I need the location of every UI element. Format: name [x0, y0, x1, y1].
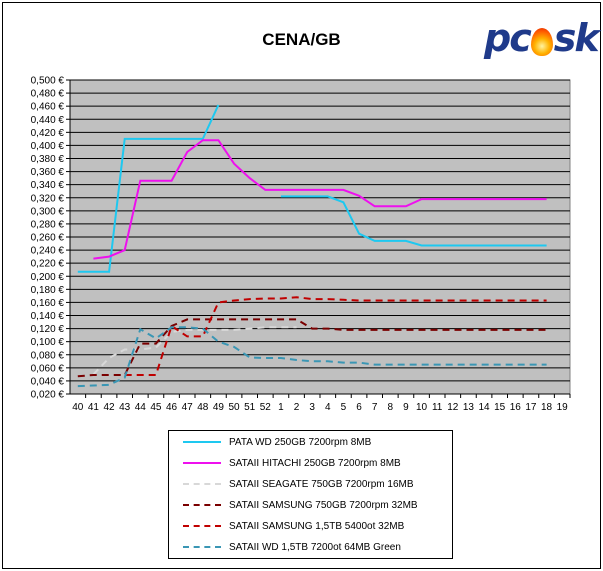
- series-line-2: [93, 139, 547, 260]
- x-tick-label: 11: [432, 402, 443, 413]
- x-tick-label: 15: [494, 402, 506, 413]
- x-tick-label: 5: [341, 402, 347, 413]
- x-tick-label: 18: [541, 402, 553, 413]
- x-tick-label: 40: [72, 402, 84, 413]
- x-tick-label: 1: [278, 402, 284, 413]
- legend-swatch: [183, 525, 221, 527]
- x-tick-label: 2: [294, 402, 300, 413]
- legend-swatch: [183, 441, 221, 443]
- y-tick-label: 0,160 €: [31, 298, 65, 309]
- x-tick-label: 44: [135, 402, 147, 413]
- legend-swatch: [183, 504, 221, 506]
- x-tick-label: 50: [229, 402, 241, 413]
- y-tick-label: 0,420 €: [31, 128, 65, 139]
- y-tick-label: 0,340 €: [31, 180, 65, 191]
- x-tick-label: 3: [309, 402, 315, 413]
- y-tick-label: 0,300 €: [31, 206, 65, 217]
- series-line-0: [77, 104, 220, 273]
- series-line-3: [92, 326, 297, 376]
- x-tick-label: 49: [213, 402, 225, 413]
- series-line-1: [280, 195, 547, 247]
- y-tick-label: 0,360 €: [31, 167, 65, 178]
- legend-swatch: [183, 546, 221, 548]
- chart-legend: PATA WD 250GB 7200rpm 8MB SATAII HITACHI …: [168, 430, 453, 559]
- logo-text-left: pc: [484, 16, 532, 60]
- x-tick-label: 48: [197, 402, 209, 413]
- x-tick-label: 4: [325, 402, 331, 413]
- pcask-logo: pc sk: [484, 16, 600, 60]
- y-tick-label: 0,380 €: [31, 154, 65, 165]
- legend-label: SATAII SAMSUNG 1,5TB 5400ot 32MB: [229, 520, 405, 532]
- x-tick-label: 43: [119, 402, 131, 413]
- legend-swatch: [183, 462, 221, 464]
- x-tick-label: 12: [447, 402, 459, 413]
- x-tick-label: 51: [244, 402, 256, 413]
- x-tick-label: 6: [356, 402, 362, 413]
- y-tick-label: 0,280 €: [31, 219, 65, 230]
- legend-entry: SATAII HITACHI 250GB 7200rpm 8MB: [169, 454, 401, 472]
- y-tick-label: 0,440 €: [31, 115, 65, 126]
- y-tick-label: 0,260 €: [31, 233, 65, 244]
- y-tick-label: 0,500 €: [31, 76, 65, 87]
- y-tick-label: 0,180 €: [31, 285, 65, 296]
- legend-entry: SATAII SAMSUNG 1,5TB 5400ot 32MB: [169, 517, 404, 535]
- x-tick-label: 14: [479, 402, 491, 413]
- legend-label: PATA WD 250GB 7200rpm 8MB: [229, 436, 372, 448]
- logo-text-right: sk: [553, 16, 600, 60]
- legend-label: SATAII SEAGATE 750GB 7200rpm 16MB: [229, 478, 414, 490]
- x-tick-label: 17: [525, 402, 537, 413]
- y-tick-label: 0,040 €: [31, 376, 65, 387]
- x-tick-label: 13: [463, 402, 475, 413]
- y-tick-label: 0,480 €: [31, 89, 65, 100]
- legend-swatch: [183, 483, 221, 485]
- legend-label: SATAII WD 1,5TB 7200ot 64MB Green: [229, 541, 401, 553]
- y-tick-label: 0,120 €: [31, 324, 65, 335]
- y-tick-label: 0,080 €: [31, 350, 65, 361]
- x-tick-label: 16: [510, 402, 522, 413]
- y-tick-label: 0,400 €: [31, 141, 65, 152]
- y-tick-label: 0,320 €: [31, 193, 65, 204]
- legend-entry: PATA WD 250GB 7200rpm 8MB: [169, 433, 371, 451]
- x-tick-label: 47: [182, 402, 194, 413]
- legend-entry: SATAII SEAGATE 750GB 7200rpm 16MB: [169, 475, 414, 493]
- y-tick-label: 0,020 €: [31, 390, 65, 401]
- x-tick-label: 41: [88, 402, 100, 413]
- x-tick-label: 9: [403, 402, 409, 413]
- y-tick-label: 0,220 €: [31, 259, 65, 270]
- x-tick-label: 45: [150, 402, 162, 413]
- legend-label: SATAII SAMSUNG 750GB 7200rpm 32MB: [229, 499, 418, 511]
- x-tick-label: 42: [104, 402, 116, 413]
- x-tick-label: 7: [372, 402, 378, 413]
- legend-label: SATAII HITACHI 250GB 7200rpm 8MB: [229, 457, 401, 469]
- chart-title: CENA/GB: [262, 30, 341, 49]
- y-tick-label: 0,460 €: [31, 102, 65, 113]
- y-tick-label: 0,200 €: [31, 272, 65, 283]
- series-line-4: [77, 318, 547, 378]
- y-tick-label: 0,240 €: [31, 246, 65, 257]
- x-tick-label: 10: [416, 402, 428, 413]
- legend-entry: SATAII SAMSUNG 750GB 7200rpm 32MB: [169, 496, 418, 514]
- legend-entry: SATAII WD 1,5TB 7200ot 64MB Green: [169, 538, 401, 556]
- flame-icon: [530, 28, 553, 56]
- x-tick-label: 52: [260, 402, 272, 413]
- y-tick-label: 0,140 €: [31, 311, 65, 322]
- x-tick-label: 19: [557, 402, 569, 413]
- x-tick-label: 46: [166, 402, 178, 413]
- series-line-5: [124, 296, 547, 376]
- y-tick-label: 0,100 €: [31, 337, 65, 348]
- x-tick-label: 8: [388, 402, 394, 413]
- y-tick-label: 0,060 €: [31, 363, 65, 374]
